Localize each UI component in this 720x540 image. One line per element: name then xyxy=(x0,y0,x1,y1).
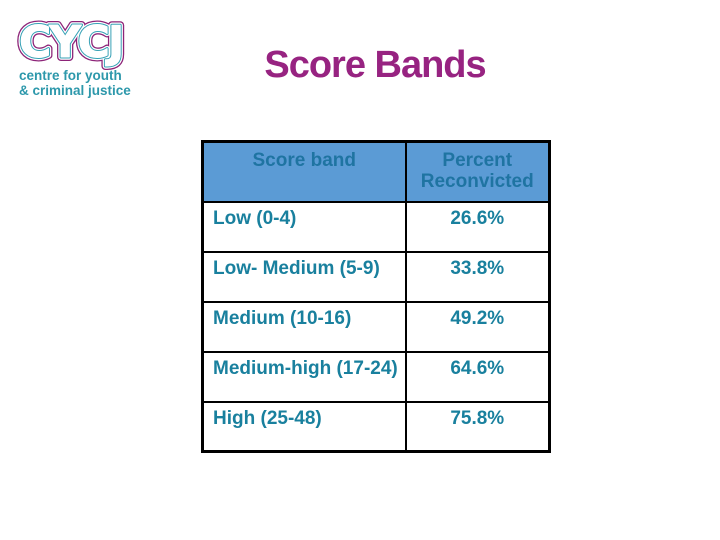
table-row: Low- Medium (5-9) 33.8% xyxy=(201,250,551,303)
score-bands-table: Score band Percent Reconvicted Low (0-4)… xyxy=(201,140,551,453)
band-cell: Low (0-4) xyxy=(201,200,407,253)
header-score-band: Score band xyxy=(201,140,407,203)
band-cell: Low- Medium (5-9) xyxy=(201,250,407,303)
percent-cell: 49.2% xyxy=(404,300,551,353)
logo-acronym: CYCJ xyxy=(19,17,122,68)
page-title: Score Bands xyxy=(264,44,486,86)
percent-cell: 64.6% xyxy=(404,350,551,403)
band-cell: Medium-high (17-24) xyxy=(201,350,407,403)
band-cell: Medium (10-16) xyxy=(201,300,407,353)
logo-tagline-line1: centre for youth xyxy=(19,68,122,83)
header-percent-reconvicted: Percent Reconvicted xyxy=(404,140,551,203)
band-cell: High (25-48) xyxy=(201,400,407,453)
table-row: High (25-48) 75.8% xyxy=(201,400,551,453)
logo-tagline-line2: & criminal justice xyxy=(19,83,131,98)
table-row: Medium (10-16) 49.2% xyxy=(201,300,551,353)
percent-cell: 33.8% xyxy=(404,250,551,303)
table-row: Medium-high (17-24) 64.6% xyxy=(201,350,551,403)
percent-cell: 75.8% xyxy=(404,400,551,453)
table-header-row: Score band Percent Reconvicted xyxy=(201,140,551,203)
percent-cell: 26.6% xyxy=(404,200,551,253)
logo-acronym-outline-white-outer: CYCJ xyxy=(19,17,122,68)
logo-acronym-outline-teal: CYCJ xyxy=(19,17,122,68)
cycj-logo: CYCJ CYCJ CYCJ CYCJ centre for youth & c… xyxy=(16,13,131,98)
table-row: Low (0-4) 26.6% xyxy=(201,200,551,253)
logo-acronym-outline-purple: CYCJ xyxy=(19,17,122,68)
